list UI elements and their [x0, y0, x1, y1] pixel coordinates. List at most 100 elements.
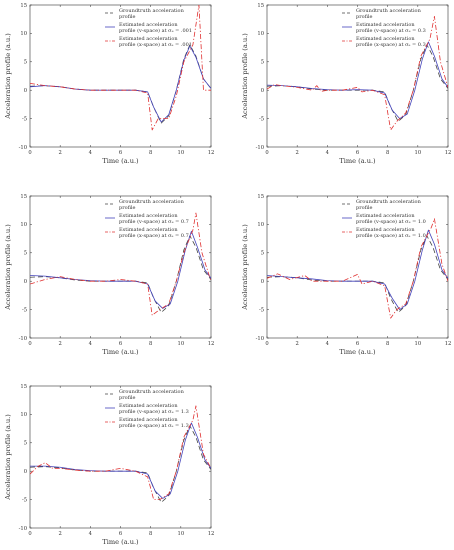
x-tick-label: 8	[149, 341, 152, 347]
x-tick-label: 0	[265, 150, 268, 156]
x-tick-label: 2	[59, 531, 62, 537]
y-tick-label: -5	[22, 116, 27, 122]
legend-label: profile	[119, 205, 136, 211]
y-tick-label: 5	[261, 251, 264, 257]
y-tick-label: -10	[256, 145, 264, 151]
legend-label: Estimated acceleration	[356, 213, 415, 219]
series-line-2	[267, 41, 448, 119]
legend-label: profile (x-space) at σₑ = 0.7	[119, 232, 189, 239]
x-tick-label: 12	[208, 150, 215, 156]
x-tick-label: 4	[89, 150, 93, 156]
legend-label: Estimated acceleration	[356, 22, 415, 28]
legend-label: profile (x-space) at σₑ = 0.3	[356, 41, 426, 48]
x-axis-label: Time (a.u.)	[339, 157, 376, 165]
legend-label: profile	[119, 395, 136, 401]
y-tick-label: 15	[20, 194, 27, 200]
x-axis-label: Time (a.u.)	[102, 157, 139, 165]
chart-panel-2: 0 2 4 6 8 10 12 -10 -5 0 5 10 15 Time (a.u.) Accelerat…	[241, 3, 451, 165]
chart-panel-3: 0 2 4 6 8 10 12 -10 -5 0 5 10 15 Time (a.u.) Accelerat…	[4, 194, 214, 356]
legend-label: Groundtruth acceleration	[119, 389, 185, 395]
legend-label: Estimated acceleration	[119, 22, 178, 28]
x-axis-label: Time (a.u.)	[102, 348, 139, 356]
chart-panel-5: 0 2 4 6 8 10 12 -10 -5 0 5 10 15 Time (a.u.) Accelerat…	[4, 384, 214, 546]
y-tick-label: 10	[20, 222, 27, 228]
x-axis-label: Time (a.u.)	[339, 348, 376, 356]
x-tick-label: 0	[28, 531, 31, 537]
x-tick-label: 10	[415, 341, 422, 347]
x-tick-label: 10	[415, 150, 422, 156]
legend-label: Estimated acceleration	[356, 36, 415, 42]
series-line-3	[267, 218, 448, 319]
y-tick-label: 0	[24, 469, 27, 475]
x-tick-label: 4	[326, 341, 330, 347]
legend-label: Groundtruth acceleration	[356, 8, 422, 14]
chart-panel-4: 0 2 4 6 8 10 12 -10 -5 0 5 10 15 Time (a.u.) Accelerat…	[241, 194, 451, 356]
legend-label: profile (x-space) at σₑ = 1.3	[119, 422, 189, 429]
x-tick-label: 8	[149, 531, 152, 537]
series-line-3	[30, 5, 211, 131]
y-tick-label: -10	[19, 526, 27, 532]
y-tick-label: 10	[20, 31, 27, 37]
legend-label: profile (x-space) at σₑ = .001	[119, 41, 192, 48]
legend-label: profile (v-space) at σₑ = 0.7	[119, 218, 189, 225]
legend-label: profile (x-space) at σₑ = 1.0	[356, 232, 426, 239]
legend-label: Estimated acceleration	[119, 213, 178, 219]
legend-label: Estimated acceleration	[119, 417, 178, 423]
legend-label: Groundtruth acceleration	[119, 8, 185, 14]
x-tick-label: 4	[326, 150, 330, 156]
y-axis-label: Acceleration profile (a.u.)	[241, 33, 249, 120]
x-tick-label: 8	[386, 341, 389, 347]
y-axis-label: Acceleration profile (a.u.)	[4, 224, 12, 311]
series-line-1	[30, 235, 211, 313]
x-tick-label: 6	[119, 341, 122, 347]
y-tick-label: 15	[20, 384, 27, 390]
x-tick-label: 10	[178, 341, 185, 347]
series-line-2	[30, 422, 211, 499]
legend-label: profile	[356, 205, 373, 211]
chart-panel-1: 0 2 4 6 8 10 12 -10 -5 0 5 10 15 Time (a.u.) Accelerat…	[4, 3, 214, 165]
y-tick-label: 5	[261, 60, 264, 66]
legend-label: profile (v-space) at σₑ = 0.3	[356, 27, 426, 34]
y-tick-label: 5	[24, 251, 27, 257]
legend-label: Estimated acceleration	[119, 227, 178, 233]
y-tick-label: 0	[261, 88, 264, 94]
legend-label: profile	[356, 14, 373, 20]
legend-label: Estimated acceleration	[119, 403, 178, 409]
y-axis-label: Acceleration profile (a.u.)	[4, 414, 12, 501]
x-tick-label: 12	[445, 150, 452, 156]
x-tick-label: 2	[59, 150, 62, 156]
x-tick-label: 8	[386, 150, 389, 156]
x-tick-label: 10	[178, 531, 185, 537]
series-line-2	[30, 230, 211, 309]
y-tick-label: -10	[19, 145, 27, 151]
x-tick-label: 0	[265, 341, 268, 347]
legend-label: profile (v-space) at σₑ = .001	[119, 27, 192, 34]
series-line-1	[30, 44, 211, 124]
y-tick-label: -10	[19, 336, 27, 342]
y-tick-label: 10	[20, 412, 27, 418]
y-tick-label: -5	[22, 497, 27, 503]
x-tick-label: 0	[28, 341, 31, 347]
y-tick-label: 0	[261, 279, 264, 285]
legend-label: Estimated acceleration	[119, 36, 178, 42]
x-tick-label: 6	[119, 150, 122, 156]
y-tick-label: -10	[256, 336, 264, 342]
x-tick-label: 4	[89, 531, 93, 537]
x-tick-label: 6	[119, 531, 122, 537]
x-axis-label: Time (a.u.)	[102, 538, 139, 546]
y-tick-label: 10	[257, 222, 264, 228]
series-line-2	[267, 229, 448, 310]
series-line-1	[267, 44, 448, 122]
x-tick-label: 12	[208, 531, 215, 537]
x-tick-label: 0	[28, 150, 31, 156]
y-tick-label: 15	[257, 194, 264, 200]
y-tick-label: 15	[257, 3, 264, 9]
series-line-2	[30, 45, 211, 123]
legend-label: Groundtruth acceleration	[119, 199, 185, 205]
legend-label: profile (v-space) at σₑ = 1.3	[119, 408, 189, 415]
x-tick-label: 10	[178, 150, 185, 156]
legend-label: Groundtruth acceleration	[356, 199, 422, 205]
